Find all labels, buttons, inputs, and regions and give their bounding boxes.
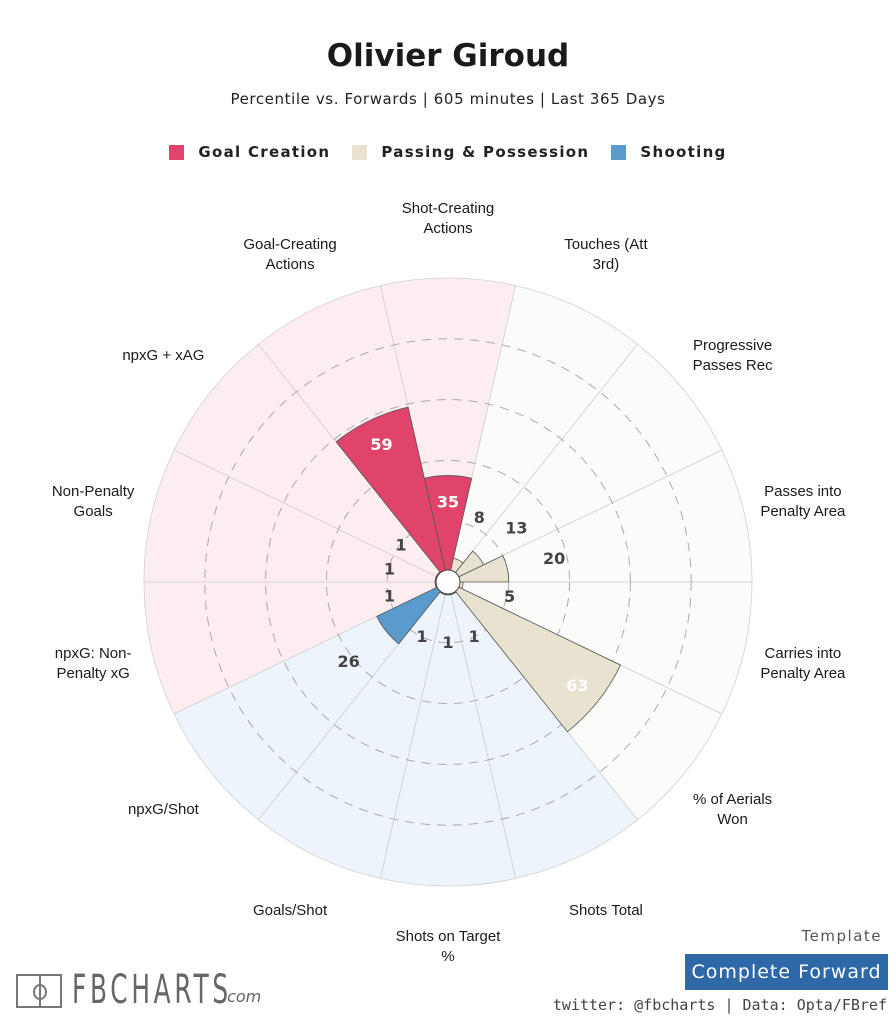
chart-title: Olivier Giroud bbox=[326, 38, 570, 74]
value-wedge bbox=[376, 581, 449, 645]
fbcharts-logo: FBCHARTS .com bbox=[16, 967, 262, 1013]
category-label-line: npxG + xAG bbox=[122, 347, 204, 364]
logo-text: FBCHARTS bbox=[72, 967, 232, 1013]
legend-label: Goal Creation bbox=[198, 143, 331, 161]
legend-item-shooting: Shooting bbox=[611, 143, 726, 161]
slice-background bbox=[379, 581, 517, 887]
slice-background bbox=[173, 581, 449, 821]
slice-background bbox=[143, 449, 449, 583]
category-label: Passes into Penalty Area bbox=[760, 483, 846, 520]
slice-background bbox=[447, 581, 639, 879]
slice-background bbox=[447, 449, 753, 583]
category-label-line: Goals bbox=[74, 503, 113, 520]
template-label: Template bbox=[801, 927, 882, 945]
value-label: 1 bbox=[396, 536, 407, 555]
category-label-line: % bbox=[441, 948, 454, 965]
value-label: 1 bbox=[416, 627, 427, 646]
category-label-line: Goals/Shot bbox=[253, 902, 328, 919]
category-label: npxG: Non- Penalty xG bbox=[55, 645, 132, 682]
category-label: Carries into Penalty Area bbox=[760, 645, 846, 682]
legend-label: Shooting bbox=[640, 143, 727, 161]
category-label-line: Shots Total bbox=[569, 902, 643, 919]
category-label-line: Goal-Creating bbox=[243, 236, 336, 253]
legend: Goal Creation Passing & Possession Shoot… bbox=[0, 143, 896, 161]
category-label-line: % of Aerials bbox=[693, 791, 772, 808]
value-label: 13 bbox=[505, 518, 527, 537]
category-label: Touches (Att 3rd) bbox=[564, 236, 648, 273]
category-label: npxG/Shot bbox=[128, 801, 200, 818]
category-label-line: Passes into bbox=[764, 483, 842, 500]
ring-gridline bbox=[204, 338, 692, 826]
category-label: Shot-Creating Actions bbox=[402, 200, 495, 237]
value-label: 1 bbox=[442, 633, 453, 652]
value-wedge bbox=[335, 406, 449, 583]
category-label-line: Penalty xG bbox=[56, 665, 129, 682]
slice-background bbox=[143, 581, 449, 715]
category-label-line: Penalty Area bbox=[760, 503, 846, 520]
value-label: 63 bbox=[566, 676, 588, 695]
slice-background bbox=[447, 581, 753, 715]
category-label-line: Passes Rec bbox=[693, 357, 774, 374]
legend-swatch bbox=[352, 144, 368, 160]
category-label: Goals/Shot bbox=[253, 902, 328, 919]
value-label: 20 bbox=[543, 549, 565, 568]
category-label-line: Penalty Area bbox=[760, 665, 846, 682]
legend-item-passing: Passing & Possession bbox=[352, 143, 589, 161]
value-wedge bbox=[447, 581, 622, 733]
value-wedge bbox=[447, 555, 510, 583]
category-label: Shots on Target% bbox=[396, 928, 502, 965]
legend-swatch bbox=[611, 144, 627, 160]
legend-label: Passing & Possession bbox=[381, 143, 590, 161]
category-label-line: Shot-Creating bbox=[402, 200, 495, 217]
category-label-line: npxG: Non- bbox=[55, 645, 132, 662]
value-label: 8 bbox=[474, 508, 485, 527]
slice-background bbox=[447, 343, 723, 583]
logo-suffix: .com bbox=[222, 987, 262, 1006]
legend-item-goal-creation: Goal Creation bbox=[169, 143, 330, 161]
category-label-line: Touches (Att bbox=[564, 236, 648, 253]
category-label-line: Won bbox=[717, 811, 748, 828]
value-label: 1 bbox=[384, 586, 395, 605]
category-label-line: Carries into bbox=[765, 645, 842, 662]
category-label: Progressive Passes Rec bbox=[693, 337, 774, 374]
value-label: 1 bbox=[384, 560, 395, 579]
value-label: 35 bbox=[437, 493, 459, 512]
value-label: 5 bbox=[504, 587, 515, 606]
category-label-line: Progressive bbox=[693, 337, 772, 354]
category-label-line: 3rd) bbox=[593, 256, 620, 273]
ring-gridline bbox=[325, 459, 571, 705]
slice-background bbox=[257, 581, 449, 879]
value-label: 1 bbox=[468, 627, 479, 646]
category-label: % of Aerials Won bbox=[693, 791, 772, 828]
slice-background bbox=[173, 343, 449, 583]
category-label: Shots Total bbox=[569, 902, 643, 919]
credits: twitter: @fbcharts | Data: Opta/FBref bbox=[552, 996, 887, 1014]
category-label-line: npxG/Shot bbox=[128, 801, 200, 818]
value-label: 26 bbox=[338, 652, 360, 671]
category-label-line: Actions bbox=[265, 256, 314, 273]
chart-subtitle: Percentile vs. Forwards | 605 minutes | … bbox=[230, 90, 666, 108]
category-label-line: Actions bbox=[423, 220, 472, 237]
center-hole bbox=[435, 569, 461, 595]
category-label: npxG + xAG bbox=[122, 347, 204, 364]
category-label-line: Shots on Target bbox=[396, 928, 502, 945]
category-label: Goal-Creating Actions bbox=[243, 236, 336, 273]
value-label: 59 bbox=[370, 435, 392, 454]
slice-background bbox=[379, 277, 517, 583]
legend-swatch bbox=[169, 144, 185, 160]
slice-background bbox=[447, 285, 639, 583]
pitch-icon bbox=[16, 974, 62, 1008]
category-label: Non-Penalty Goals bbox=[52, 483, 135, 520]
ring-gridline bbox=[265, 399, 631, 765]
template-badge: Complete Forward bbox=[685, 954, 888, 990]
category-label-line: Non-Penalty bbox=[52, 483, 135, 500]
